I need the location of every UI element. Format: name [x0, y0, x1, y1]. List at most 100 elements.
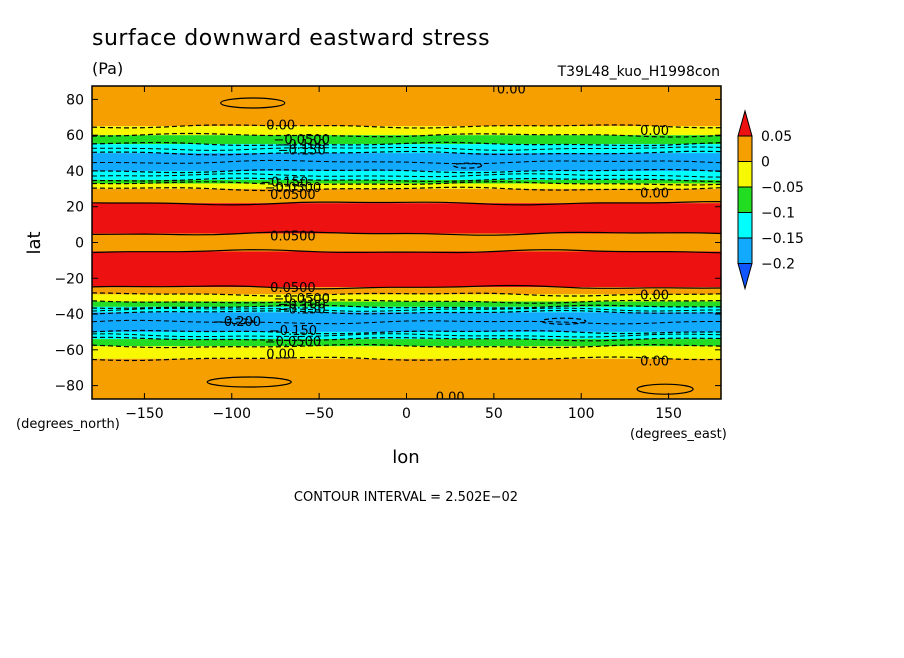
contour-label-19: 0.00 — [266, 347, 295, 362]
band-15 — [92, 306, 721, 313]
contour-label-8: 0.0500 — [270, 188, 316, 203]
y-tick-label-5: −20 — [54, 271, 84, 287]
contour-label-7: −0.0500 — [265, 181, 321, 196]
colorbar-top-arrow — [737, 109, 753, 137]
contour-line-17 — [92, 329, 721, 335]
x-axis-label: lon — [392, 447, 419, 468]
contour-line-18 — [92, 336, 721, 342]
contour-label-4: −0.100 — [278, 138, 326, 153]
contour-line-6 — [92, 177, 721, 183]
y-units-label: (degrees_north) — [16, 417, 120, 432]
colorbar-segment-3 — [737, 186, 753, 213]
y-tick-label-4: 0 — [75, 236, 84, 252]
closed-contour-sh-jet — [541, 317, 587, 325]
contour-label-1: 0.00 — [266, 118, 295, 133]
contour-line-5 — [92, 168, 721, 174]
contour-line-inner-17 — [92, 333, 721, 338]
colorbar-tick-label-2: −0.05 — [761, 180, 804, 196]
closed-contour-south-east — [636, 383, 694, 395]
units-label: (Pa) — [92, 59, 123, 78]
contour-line-14 — [92, 299, 721, 304]
colorbar: 0.05 0 −0.05 −0.1 −0.15 −0.2 — [737, 109, 804, 291]
x-tick-label-1: −100 — [213, 406, 251, 422]
contour-label-14: −0.100 — [278, 297, 326, 312]
colorbar-segment-2 — [737, 161, 753, 188]
x-units-label: (degrees_east) — [630, 427, 727, 442]
contour-line-inner-3 — [92, 146, 721, 151]
band-8 — [92, 188, 721, 204]
contour-label-0: 0.00 — [497, 83, 526, 98]
contour-label-21: 0.00 — [436, 390, 465, 405]
contour-label-17: −0.150 — [269, 324, 317, 339]
chart-title: surface downward eastward stress — [92, 26, 490, 51]
contour-line-9 — [92, 201, 721, 206]
y-tick-label-3: 20 — [66, 200, 84, 216]
colorbar-bottom-arrow — [737, 263, 753, 291]
band-9 — [92, 203, 721, 234]
band-12 — [92, 287, 721, 295]
contour-line-1 — [92, 124, 721, 129]
contour-labels: 0.000.00 0.00−0.0500−0.100−0.150−0.150−0.… — [213, 83, 669, 405]
colorbar-tick-label-5: −0.2 — [761, 257, 795, 273]
band-6 — [92, 179, 721, 184]
contour-line-inner-16 — [92, 319, 721, 325]
contour-line-7 — [92, 181, 721, 186]
colorbar-tick-label-1: 0 — [761, 155, 770, 171]
contour-label-9: 0.00 — [640, 186, 669, 201]
contour-line-2 — [92, 132, 721, 138]
closed-contour-sh-jet-west — [224, 318, 254, 325]
band-11 — [92, 251, 721, 288]
contour-label-5: −0.150 — [278, 143, 326, 158]
band-14 — [92, 301, 721, 307]
contour-label-20: 0.00 — [640, 355, 669, 370]
y-tick-label-2: 40 — [66, 164, 84, 180]
contour-line-16 — [92, 309, 721, 315]
band-20 — [92, 358, 721, 399]
colorbar-segment-5 — [737, 237, 753, 264]
contour-line-4 — [92, 150, 721, 156]
contour-line-3 — [92, 141, 721, 147]
contour-label-15: −0.150 — [278, 303, 326, 318]
run-label: T39L48_kuo_H1998con — [557, 64, 720, 80]
band-16 — [92, 312, 721, 332]
band-0 — [92, 86, 721, 127]
colorbar-tick-label-4: −0.15 — [761, 231, 804, 247]
y-axis-label: lat — [24, 231, 45, 254]
contour-line-20 — [92, 356, 721, 362]
y-tick-label-7: −60 — [54, 343, 84, 359]
contour-line-15 — [92, 304, 721, 310]
band-3 — [92, 144, 721, 154]
contour-line-13 — [92, 292, 721, 297]
contour-label-18: −0.0500 — [265, 335, 321, 350]
y-tick-label-1: 60 — [66, 128, 84, 144]
shaded-bands — [92, 86, 721, 399]
band-17 — [92, 331, 721, 340]
band-19 — [92, 346, 721, 359]
contour-label-12: 0.00 — [640, 288, 669, 303]
colorbar-tick-label-3: −0.1 — [761, 206, 795, 222]
x-tick-label-0: −150 — [125, 406, 163, 422]
closed-contour-north — [220, 97, 286, 109]
contour-label-16: −0.200 — [213, 315, 261, 330]
band-7 — [92, 183, 721, 189]
y-tick-label-0: 80 — [66, 92, 84, 108]
contour-label-11: 0.0500 — [270, 281, 316, 296]
y-tick-label-6: −40 — [54, 307, 84, 323]
x-tick-label-5: 100 — [568, 406, 595, 422]
colorbar-segment-1 — [737, 135, 753, 162]
y-axis-ticks: 80 60 40 20 0 −20 −40 −60 −80 — [54, 92, 721, 395]
x-tick-label-3: 0 — [402, 406, 411, 422]
contour-features — [92, 97, 721, 395]
colorbar-tick-label-0: 0.05 — [761, 129, 792, 145]
contour-label-6: −0.150 — [260, 176, 308, 191]
contour-line-19 — [92, 343, 721, 349]
contour-label-2: 0.00 — [640, 124, 669, 139]
band-5 — [92, 170, 721, 180]
contour-line-inner-5 — [92, 173, 721, 178]
band-2 — [92, 135, 721, 145]
y-tick-label-8: −80 — [54, 379, 84, 395]
band-18 — [92, 339, 721, 347]
contour-label-10: 0.0500 — [270, 229, 316, 244]
band-10 — [92, 233, 721, 252]
contour-line-10 — [92, 231, 721, 236]
